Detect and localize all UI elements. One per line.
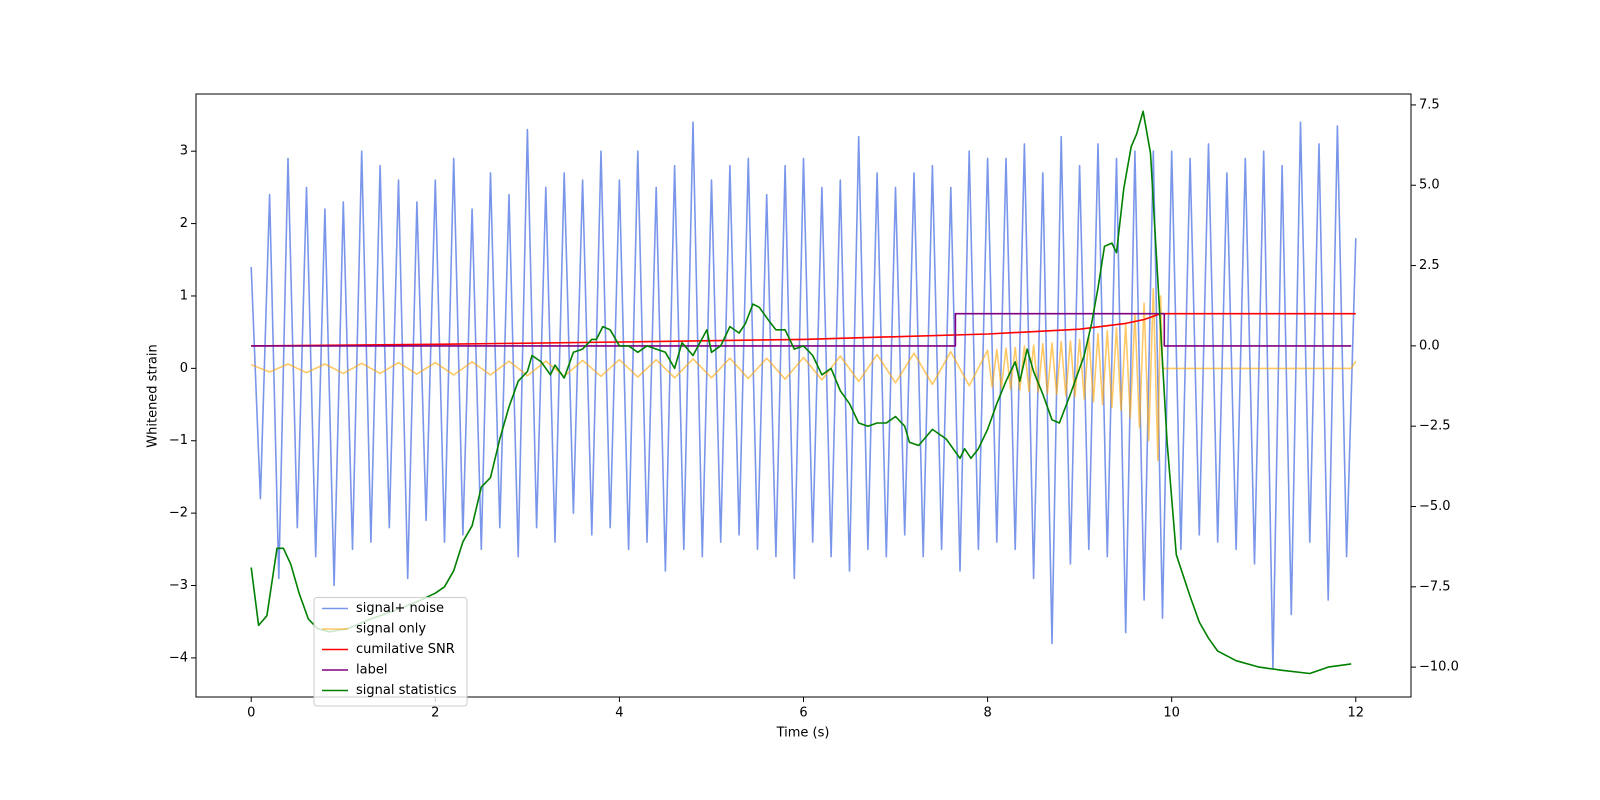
legend-label: signal only [356,622,426,637]
series-line [250,287,1357,462]
x-tick-label: 4 [615,706,623,721]
series-line [251,312,1356,347]
x-tick-label: 10 [1163,706,1180,721]
x-tick-label: 2 [431,706,439,721]
y2-tick-label: 7.5 [1419,97,1440,112]
y2-tick-label: −10.0 [1419,660,1459,675]
y2-tick-label: −2.5 [1419,419,1451,434]
y-tick-label: −4 [169,650,188,665]
series-line [250,121,1357,670]
y-tick-label: 3 [180,144,188,159]
legend-label: signal statistics [356,683,457,698]
x-tick-label: 12 [1347,706,1364,721]
y-tick-label: −2 [169,506,188,521]
legend-label: signal+ noise [356,601,444,616]
legend: signal+ noise signal only cumilative SNR la… [313,597,468,707]
x-tick-label: 8 [983,706,991,721]
series-line [250,110,1352,675]
y-tick-label: −1 [169,433,188,448]
y2-tick-label: 0.0 [1419,338,1440,353]
y2-tick-label: 5.0 [1419,178,1440,193]
y-axis-label: Whitened strain [146,344,161,447]
y-tick-label: −3 [169,578,188,593]
x-tick-label: 0 [247,706,255,721]
x-axis-label: Time (s) [776,726,830,741]
y-tick-label: 0 [180,361,188,376]
y2-tick-label: −5.0 [1419,499,1451,514]
x-tick-label: 6 [799,706,807,721]
legend-label: cumilative SNR [356,642,455,657]
series-line [251,312,1352,347]
legend-box [313,597,468,707]
plot-area [250,110,1357,675]
y-tick-label: 2 [180,216,188,231]
y2-tick-label: −7.5 [1419,579,1451,594]
y2-tick-label: 2.5 [1419,258,1440,273]
y-tick-label: 1 [180,288,188,303]
legend-label: label [356,663,387,678]
